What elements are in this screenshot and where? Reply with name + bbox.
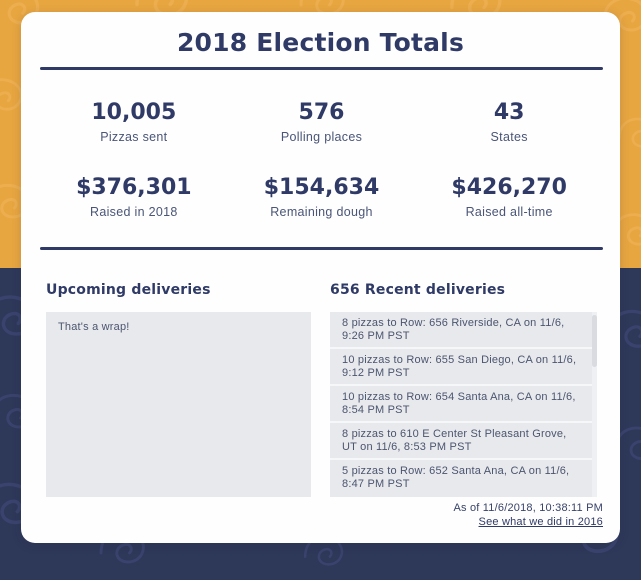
stat-label: Raised in 2018 <box>90 205 178 219</box>
recent-delivery-item: 10 pizzas to Row: 655 San Diego, CA on 1… <box>330 347 597 384</box>
stat-value: $426,270 <box>451 175 567 200</box>
recent-list-scrollbar-thumb[interactable] <box>592 315 597 367</box>
stat-pizzas-sent: 10,005 Pizzas sent <box>40 99 228 145</box>
stats-row-money: $376,301 Raised in 2018 $154,634 Remaini… <box>40 174 603 220</box>
recent-deliveries-heading: 656 Recent deliveries <box>330 282 506 298</box>
see-2016-link[interactable]: See what we did in 2016 <box>478 516 603 528</box>
recent-delivery-item: 10 pizzas to Row: 654 Santa Ana, CA on 1… <box>330 384 597 421</box>
card-footer: As of 11/6/2018, 10:38:11 PM See what we… <box>453 501 603 529</box>
stat-states: 43 States <box>415 99 603 145</box>
upcoming-deliveries-column: Upcoming deliveries That's a wrap! <box>46 282 311 497</box>
stat-label: Raised all-time <box>465 205 553 219</box>
stat-value: $154,634 <box>263 175 380 200</box>
stat-value: 10,005 <box>91 100 177 125</box>
page-title: 2018 Election Totals <box>176 28 465 57</box>
stat-polling-places: 576 Polling places <box>228 99 416 145</box>
recent-delivery-item: 8 pizzas to 610 E Center St Pleasant Gro… <box>330 421 597 458</box>
divider <box>40 247 603 250</box>
stat-label: States <box>490 130 528 144</box>
upcoming-deliveries-panel: That's a wrap! <box>46 312 311 497</box>
recent-deliveries-panel[interactable]: 8 pizzas to Row: 656 Riverside, CA on 11… <box>330 312 597 497</box>
recent-deliveries-column: 656 Recent deliveries 8 pizzas to Row: 6… <box>330 282 597 497</box>
as-of-timestamp: As of 11/6/2018, 10:38:11 PM <box>453 502 603 514</box>
upcoming-deliveries-heading: Upcoming deliveries <box>46 282 211 298</box>
stat-raised-all-time: $426,270 Raised all-time <box>415 174 603 220</box>
totals-card: 2018 Election Totals 10,005 Pizzas sent … <box>21 12 620 543</box>
recent-delivery-item: 8 pizzas to Row: 656 Riverside, CA on 11… <box>342 317 565 342</box>
divider <box>40 67 603 70</box>
recent-deliveries-list[interactable]: 8 pizzas to Row: 656 Riverside, CA on 11… <box>330 312 597 495</box>
stat-label: Pizzas sent <box>100 130 168 144</box>
recent-list-scrollbar-track[interactable] <box>592 312 597 497</box>
recent-delivery-item: 5 pizzas to Row: 652 Santa Ana, CA on 11… <box>330 458 597 495</box>
stat-value: 43 <box>493 100 525 125</box>
stat-value: $376,301 <box>76 175 192 200</box>
stat-value: 576 <box>298 100 345 125</box>
stat-remaining-dough: $154,634 Remaining dough <box>228 174 416 220</box>
stats-row-counts: 10,005 Pizzas sent 576 Polling places 43… <box>40 99 603 145</box>
stat-label: Remaining dough <box>270 205 373 219</box>
stat-label: Polling places <box>280 130 363 144</box>
stat-raised-2018: $376,301 Raised in 2018 <box>40 174 228 220</box>
deliveries-section: Upcoming deliveries That's a wrap! 656 R… <box>46 282 597 497</box>
upcoming-empty-message: That's a wrap! <box>58 321 130 333</box>
